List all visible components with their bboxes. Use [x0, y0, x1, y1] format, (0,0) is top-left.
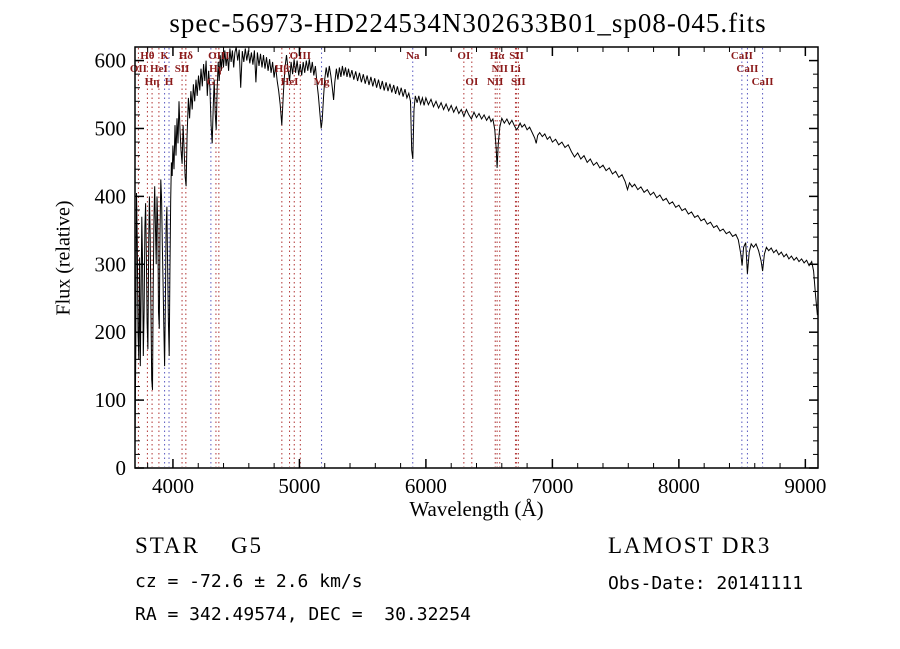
spectral-line-label: Hβ [275, 63, 290, 75]
spectral-line-label: SII [509, 50, 524, 62]
spectral-line-label: Li [510, 63, 520, 75]
y-axis-label: Flux (relative) [52, 200, 75, 316]
spectral-line-label: H [165, 76, 174, 88]
spectral-line-label: CaII [736, 63, 758, 75]
spectral-line-label: Hθ [140, 50, 155, 62]
spectral-line-label: K [160, 50, 169, 62]
x-axis-label: Wavelength (Å) [409, 497, 544, 521]
object-class-label: STAR G5 [135, 533, 264, 558]
y-tick-label: 500 [95, 116, 127, 140]
spectral-line-label: NII [492, 63, 509, 75]
spectral-line-label: OIII [208, 50, 229, 62]
spectral-line-label: Hδ [179, 50, 194, 62]
spectral-line-label: OI [457, 50, 470, 62]
y-tick-label: 0 [116, 456, 127, 480]
spectral-line-label: SII [511, 76, 526, 88]
plot-title: spec-56973-HD224534N302633B01_sp08-045.f… [169, 8, 767, 38]
spectral-line-label: CaII [752, 76, 774, 88]
spectral-line-label: G [207, 76, 216, 88]
y-tick-label: 400 [95, 184, 127, 208]
spectral-line-label: Mg [314, 76, 330, 88]
y-tick-label: 600 [95, 49, 127, 73]
spectral-line-label: OII [130, 63, 147, 75]
spectral-line-label: SII [175, 63, 190, 75]
spectral-line-label: OIII [290, 50, 311, 62]
spectral-line-label: Hη [145, 76, 160, 88]
spectrum-line [134, 46, 818, 448]
obs-date: Obs-Date: 20141111 [608, 573, 804, 594]
spectral-line-label: Hα [490, 50, 506, 62]
y-tick-label: 100 [95, 388, 127, 412]
x-tick-label: 4000 [152, 474, 194, 498]
y-tick-label: 200 [95, 320, 127, 344]
spectral-line-label: NII [487, 76, 504, 88]
x-tick-label: 5000 [278, 474, 320, 498]
spectral-line-label: HeI [281, 76, 299, 88]
ra-dec-value: RA = 342.49574, DEC = 30.32254 [135, 604, 471, 625]
spectral-line-label: Hγ [209, 63, 223, 75]
x-tick-label: 8000 [658, 474, 700, 498]
x-tick-label: 6000 [405, 474, 447, 498]
y-tick-label: 300 [95, 252, 127, 276]
spectral-line-label: OI [465, 76, 478, 88]
survey-label: LAMOST DR3 [608, 533, 772, 558]
spectral-line-label: Na [406, 50, 420, 62]
spectral-line-label: CaII [731, 50, 753, 62]
spectral-line-label: HeI [150, 63, 168, 75]
x-tick-label: 7000 [531, 474, 573, 498]
plot-frame [134, 46, 819, 469]
cz-value: cz = -72.6 ± 2.6 km/s [135, 571, 363, 592]
x-tick-label: 9000 [784, 474, 826, 498]
